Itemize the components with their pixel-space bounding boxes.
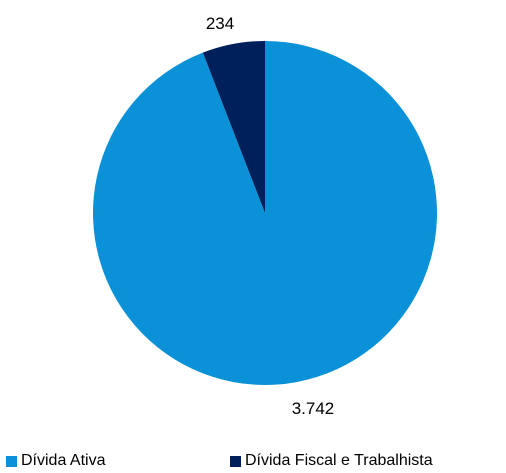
pie-chart: 3.742 234 xyxy=(92,14,437,418)
pie-slices xyxy=(92,41,437,385)
legend-label-divida-fiscal: Dívida Fiscal e Trabalhista xyxy=(245,452,433,469)
legend-swatch-divida-ativa xyxy=(6,455,17,467)
legend-swatch-divida-fiscal xyxy=(230,455,241,467)
legend-label-divida-ativa: Dívida Ativa xyxy=(21,452,106,469)
data-label-divida-ativa: 3.742 xyxy=(292,399,335,418)
legend-item-divida-ativa: Dívida Ativa xyxy=(6,452,105,470)
data-label-divida-fiscal: 234 xyxy=(206,14,234,33)
legend-item-divida-fiscal: Dívida Fiscal e Trabalhista xyxy=(230,452,433,470)
pie-slice-divida-ativa xyxy=(92,41,437,385)
legend: Dívida Ativa Dívida Fiscal e Trabalhista xyxy=(0,452,506,472)
pie-slice-divida-fiscal xyxy=(202,41,265,213)
